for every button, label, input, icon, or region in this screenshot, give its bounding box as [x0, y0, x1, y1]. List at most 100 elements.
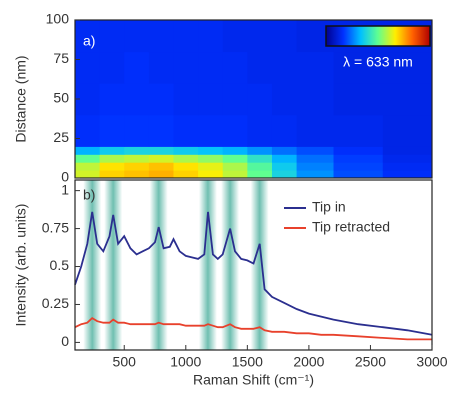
y-tick-label: 0	[61, 333, 69, 349]
y-tick-label: 50	[53, 90, 69, 106]
heatmap-cell	[99, 114, 125, 147]
heatmap-cell	[296, 114, 335, 147]
y-tick-label: 25	[53, 129, 69, 145]
heatmap-cell	[382, 83, 433, 116]
heatmap-cell	[99, 154, 125, 163]
heatmap-cell	[247, 146, 273, 155]
highlight-band	[221, 180, 240, 350]
heatmap-cell	[75, 114, 101, 147]
heatmap-cell	[333, 162, 384, 171]
y-tick-label: 0	[61, 169, 69, 185]
y-tick-label: 0.25	[42, 295, 69, 311]
heatmap-cell	[333, 154, 384, 163]
y-tick-label: 0.75	[42, 219, 69, 235]
heatmap-cell	[148, 146, 174, 155]
heatmap-cell	[124, 154, 150, 163]
heatmap-cell	[271, 170, 298, 179]
heatmap-cell	[75, 51, 101, 84]
heatmap-cell	[124, 162, 150, 171]
heatmap-cell	[124, 83, 150, 116]
heatmap-cell	[296, 154, 335, 163]
heatmap-cell	[148, 162, 174, 171]
heatmap-cell	[75, 154, 101, 163]
heatmap-cell	[173, 114, 199, 147]
heatmap-cell	[124, 51, 150, 84]
heatmap-cell	[296, 170, 335, 179]
heatmap-cell	[333, 146, 384, 155]
heatmap-cell	[198, 162, 224, 171]
y-axis-label: Intensity (arb. units)	[13, 204, 29, 327]
heatmap-cell	[296, 146, 335, 155]
x-tick-label: 500	[113, 354, 137, 370]
heatmap-cell	[148, 20, 174, 53]
heatmap-cell	[271, 51, 298, 84]
heatmap-cell	[271, 146, 298, 155]
heatmap-cell	[148, 114, 174, 147]
heatmap-cell	[247, 114, 273, 147]
heatmap-cell	[247, 170, 273, 179]
heatmap-cell	[99, 20, 125, 53]
heatmap-cell	[333, 83, 384, 116]
heatmap-cell	[198, 170, 224, 179]
heatmap-cell	[333, 170, 384, 179]
heatmap-cell	[75, 20, 101, 53]
highlight-band	[198, 180, 217, 350]
heatmap-cell	[198, 51, 224, 84]
panel-label: b)	[83, 187, 95, 203]
heatmap-cell	[382, 154, 433, 163]
heatmap-cell	[271, 154, 298, 163]
x-tick-label: 2500	[355, 354, 386, 370]
heatmap-cell	[222, 51, 248, 84]
heatmap-cell	[148, 83, 174, 116]
heatmap-cell	[148, 154, 174, 163]
y-axis-label: Distance (nm)	[13, 55, 29, 142]
heatmap-cell	[271, 162, 298, 171]
heatmap-cell	[222, 162, 248, 171]
y-tick-label: 1	[61, 181, 69, 197]
x-tick-label: 1000	[170, 354, 201, 370]
heatmap-cell	[333, 51, 384, 84]
heatmap-cell	[382, 162, 433, 171]
heatmap-cell	[222, 146, 248, 155]
highlight-band	[83, 180, 102, 350]
heatmap-cell	[173, 83, 199, 116]
heatmap-cell	[173, 20, 199, 53]
heatmap-cell	[247, 162, 273, 171]
heatmap-cell	[198, 146, 224, 155]
heatmap-cell	[75, 162, 101, 171]
line-series	[74, 316, 432, 341]
heatmap-cell	[247, 154, 273, 163]
heatmap-cell	[222, 83, 248, 116]
x-tick-label: 1500	[232, 354, 263, 370]
heatmap-cell	[148, 51, 174, 84]
plot-frame	[74, 179, 433, 351]
heatmap-cell	[247, 83, 273, 116]
y-tick-label: 100	[46, 11, 70, 27]
heatmap-cell	[296, 83, 335, 116]
heatmap-cell	[271, 20, 298, 53]
heatmap-cell	[99, 146, 125, 155]
heatmap-cell	[382, 170, 433, 179]
heatmap-cell	[173, 162, 199, 171]
highlight-band	[104, 180, 123, 350]
heatmap-cell	[271, 114, 298, 147]
heatmap-cell	[99, 51, 125, 84]
heatmap-cell	[99, 170, 125, 179]
heatmap-cell	[75, 146, 101, 155]
heatmap-cell	[198, 20, 224, 53]
y-tick-label: 0.5	[50, 257, 70, 273]
x-axis-label: Raman Shift (cm⁻¹)	[193, 372, 314, 388]
heatmap-cell	[173, 51, 199, 84]
heatmap-cell	[271, 83, 298, 116]
colorbar	[325, 25, 431, 47]
highlight-band	[149, 180, 168, 350]
heatmap-cell	[173, 154, 199, 163]
heatmap-cell	[124, 170, 150, 179]
heatmap-cell	[222, 20, 248, 53]
heatmap-cell	[198, 154, 224, 163]
heatmap-cell	[222, 154, 248, 163]
heatmap-cell	[382, 114, 433, 147]
heatmap-cell	[333, 114, 384, 147]
x-tick-label: 3000	[416, 354, 447, 370]
heatmap-cell	[198, 83, 224, 116]
